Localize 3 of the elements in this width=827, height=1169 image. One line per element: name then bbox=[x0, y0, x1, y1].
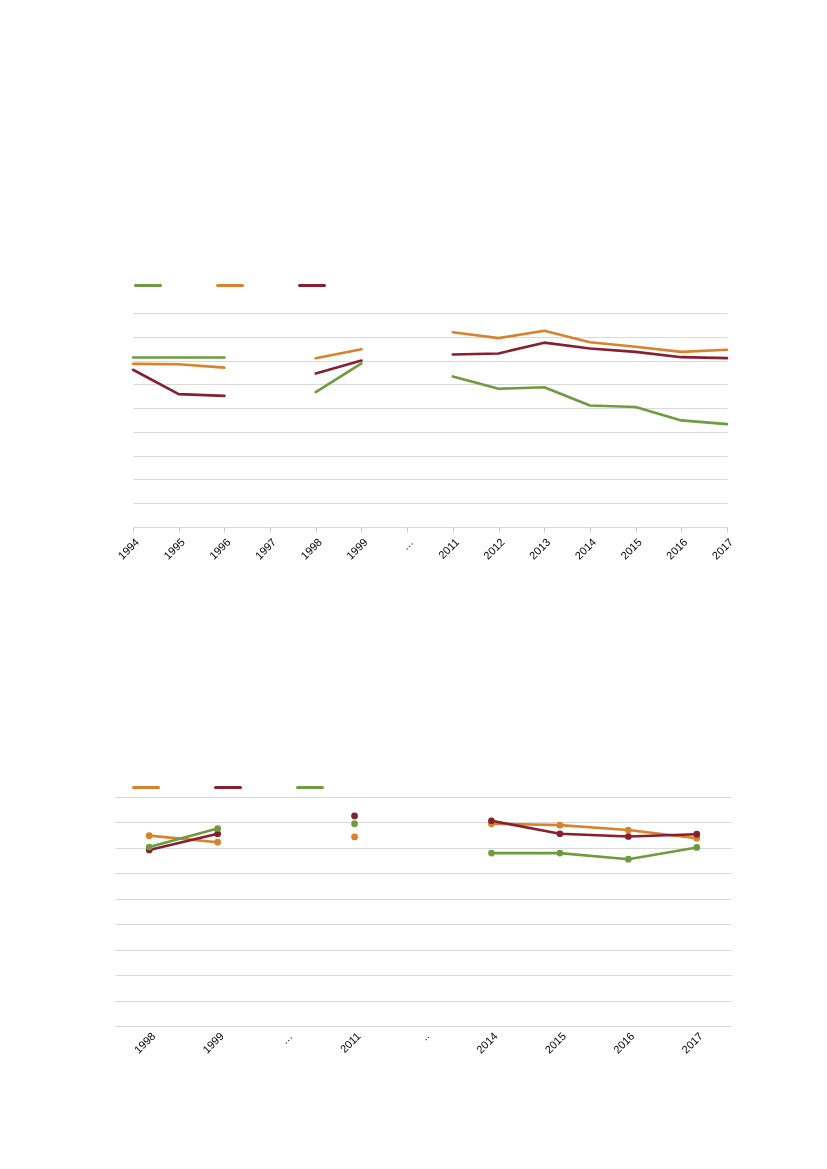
x-tick-label: … bbox=[278, 1029, 295, 1047]
x-tick-label: .. bbox=[418, 1029, 432, 1043]
x-tick-label: … bbox=[399, 535, 416, 553]
